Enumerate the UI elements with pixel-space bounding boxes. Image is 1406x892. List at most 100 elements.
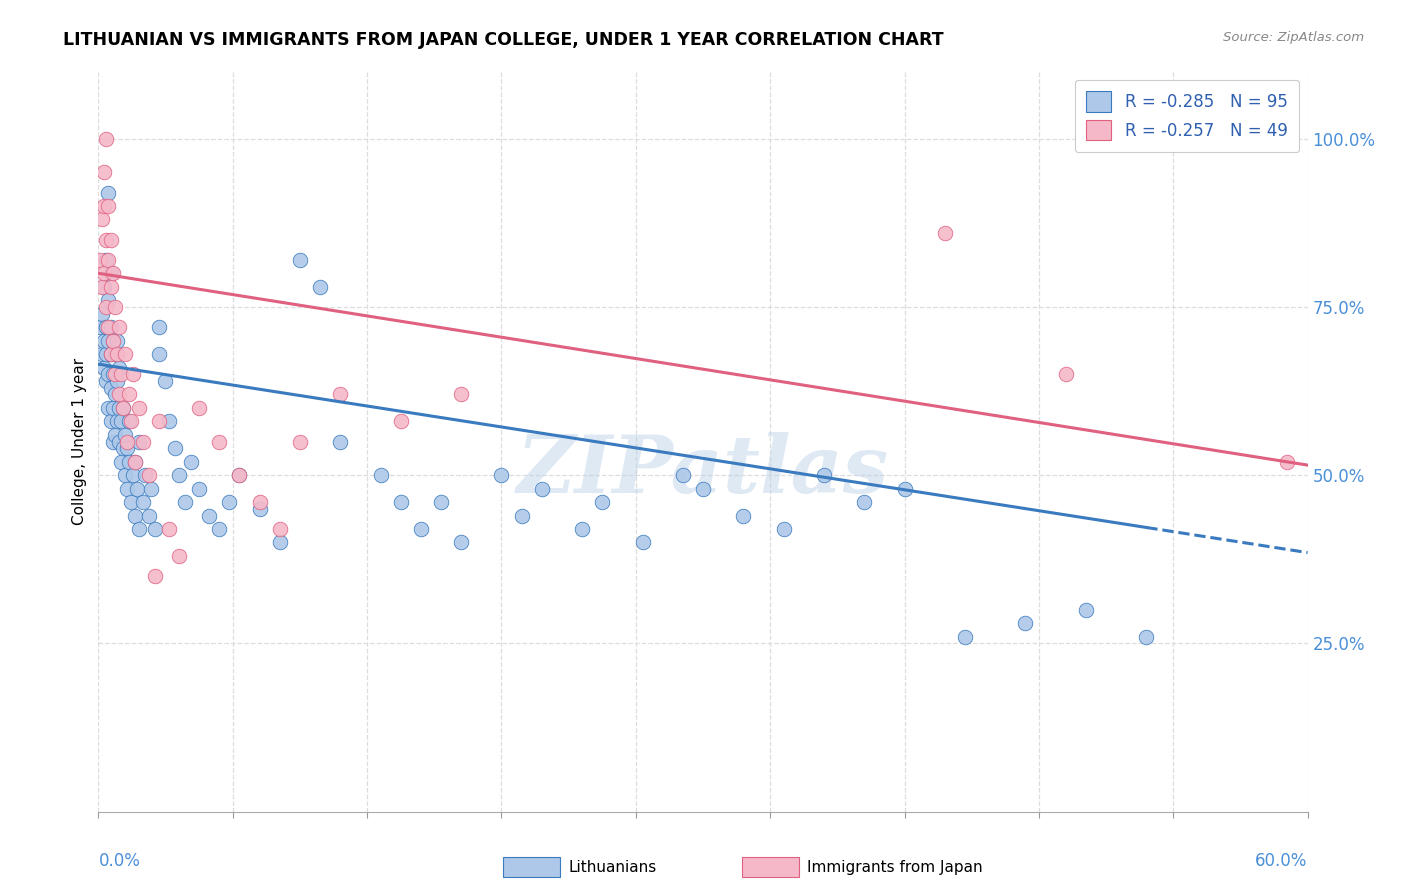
Point [121,468,143,483]
Point [309,279,332,293]
Point [139,482,162,496]
Point [148,347,170,361]
Point [188,482,211,496]
Point [93,279,115,293]
Point [128,522,150,536]
Point [1014,616,1036,631]
Point [138,508,160,523]
Y-axis label: College, Under 1 year: College, Under 1 year [72,358,87,525]
Point [772,522,794,536]
Point [105,347,128,361]
Point [103,427,125,442]
Point [101,434,124,449]
Point [96,300,118,314]
Point [1135,630,1157,644]
Point [118,414,141,428]
Point [288,252,311,267]
Point [93,334,115,348]
Point [157,522,180,536]
Point [132,434,155,449]
Point [105,334,128,348]
Point [111,401,134,415]
Point [97,199,120,213]
Point [96,252,118,267]
Point [571,522,593,536]
Point [96,131,118,145]
Point [167,549,190,563]
Point [118,455,141,469]
Point [208,434,231,449]
Point [107,387,129,401]
Point [672,468,695,483]
Point [934,226,956,240]
Point [733,508,755,523]
Point [329,387,352,401]
Point [329,434,352,449]
Point [114,347,136,361]
Point [103,347,125,361]
Point [100,347,122,361]
Point [153,374,176,388]
Point [128,434,150,449]
Point [893,482,915,496]
Legend: R = -0.285   N = 95, R = -0.257   N = 49: R = -0.285 N = 95, R = -0.257 N = 49 [1074,79,1299,152]
Point [101,401,124,415]
Point [97,368,120,382]
Point [91,279,114,293]
Point [105,374,128,388]
Point [125,482,148,496]
Point [1277,455,1299,469]
Point [409,522,432,536]
Text: Source: ZipAtlas.com: Source: ZipAtlas.com [1223,31,1364,45]
Point [853,495,876,509]
Point [180,455,202,469]
Point [120,414,142,428]
Point [97,293,120,308]
Point [96,374,118,388]
Point [89,252,111,267]
Point [134,468,156,483]
Point [93,199,115,213]
Point [114,468,136,483]
Point [107,401,129,415]
Point [91,212,114,227]
Point [143,569,166,583]
Point [101,368,124,382]
Point [93,266,115,280]
Point [96,347,118,361]
Point [103,387,125,401]
Point [93,360,115,375]
Point [101,334,124,348]
Point [174,495,197,509]
Point [96,233,118,247]
Point [510,508,533,523]
Point [97,401,120,415]
Point [93,165,115,179]
Point [143,522,166,536]
Point [249,495,271,509]
Point [115,434,138,449]
Point [111,442,134,456]
Point [132,495,155,509]
Point [100,320,122,334]
Point [288,434,311,449]
Point [163,442,186,456]
Point [111,401,134,415]
Point [450,535,472,549]
Point [115,442,138,456]
Point [157,414,180,428]
Point [124,508,146,523]
Point [1054,368,1077,382]
Point [97,186,120,200]
Point [100,381,122,395]
Point [491,468,513,483]
Point [269,522,291,536]
Point [138,468,160,483]
Point [121,368,143,382]
Point [107,320,129,334]
Point [107,360,129,375]
Point [269,535,291,549]
Point [249,501,271,516]
Point [188,401,211,415]
Point [591,495,613,509]
